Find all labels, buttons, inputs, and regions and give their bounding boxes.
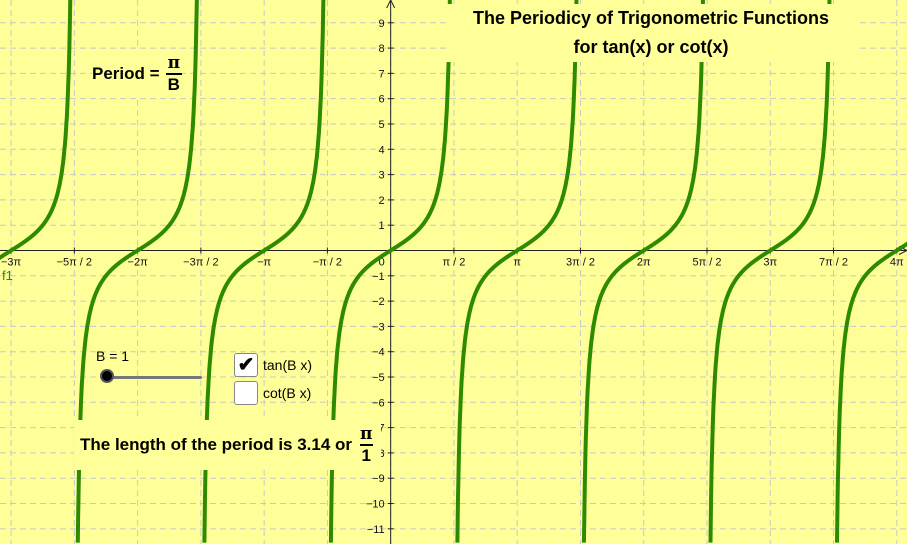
checkbox-cot-label: cot(B x) (263, 385, 312, 401)
y-tick-label: 1 (379, 220, 385, 232)
y-tick-label: −5 (372, 372, 385, 384)
tan-curve-branch (708, 0, 832, 543)
y-tick-label: 6 (379, 94, 385, 106)
function-f1-label: f1 (2, 268, 13, 283)
y-tick-label: 3 (379, 170, 385, 182)
period-fraction: π B (165, 53, 182, 95)
tan-curve-branch (0, 0, 73, 261)
x-tick-label: 2π (637, 256, 651, 268)
period-length-denominator: 1 (359, 444, 373, 465)
y-tick-label: 8 (379, 43, 385, 55)
period-length-numerator: π (360, 424, 373, 444)
x-tick-label: 3π / 2 (566, 256, 595, 268)
period-length-sentence: The length of the period is 3.14 or (80, 435, 353, 454)
slider-b-track[interactable] (108, 376, 202, 379)
y-tick-label: −11 (367, 524, 385, 536)
title-line-2: for tan(x) or cot(x) (573, 37, 729, 57)
period-length-text: The length of the period is 3.14 or π 1 (74, 420, 381, 470)
y-tick-label: −4 (372, 347, 385, 359)
x-tick-label: 7π / 2 (819, 256, 848, 268)
tan-curve-branch (835, 241, 907, 543)
y-tick-label: 7 (379, 68, 385, 80)
x-tick-label: π (513, 256, 521, 268)
x-tick-label: −5π / 2 (57, 256, 92, 268)
checkbox-cot[interactable] (234, 381, 258, 405)
x-tick-label: −3π (1, 256, 22, 268)
y-tick-label: 9 (379, 18, 385, 30)
period-numerator: π (167, 53, 181, 73)
y-tick-label: −9 (372, 473, 385, 485)
tan-curve-branch (581, 0, 705, 543)
slider-b-label: B = 1 (96, 348, 130, 364)
x-tick-label: 0 (379, 256, 385, 268)
tan-curve-branch (328, 0, 452, 543)
x-tick-label: −2π (128, 256, 149, 268)
y-tick-label: 2 (379, 195, 385, 207)
y-tick-label: −10 (366, 499, 385, 511)
tan-curve-branch (75, 0, 199, 543)
slider-b-handle[interactable] (100, 369, 114, 383)
y-tick-label: −2 (372, 296, 385, 308)
y-tick-label: −6 (372, 397, 385, 409)
tan-curve-branch (455, 0, 579, 543)
x-tick-label: π / 2 (442, 256, 465, 268)
x-tick-label: 5π / 2 (692, 256, 721, 268)
checkbox-tan[interactable]: ✔ (234, 353, 258, 377)
title-text: The Periodicy of Trigonometric Functions… (446, 4, 856, 62)
y-tick-label: −1 (372, 271, 385, 283)
period-length-fraction: π 1 (358, 424, 374, 466)
y-tick-label: −3 (372, 321, 385, 333)
period-formula: Period = π B (92, 50, 183, 98)
x-tick-labels: −3π −5π / 2 −2π −3π / 2 −π −π / 2 0 π / 2 π 3π / … (1, 247, 904, 268)
checkbox-cot-row[interactable]: cot(B x) (234, 381, 311, 405)
tan-curve-branch (202, 0, 326, 543)
x-tick-label: −3π / 2 (183, 256, 218, 268)
y-tick-label: 4 (379, 144, 385, 156)
period-denominator: B (165, 73, 182, 94)
x-tick-label: 4π (890, 256, 904, 268)
checkbox-tan-label: tan(B x) (263, 357, 313, 373)
y-axis-arrow (386, 0, 396, 9)
x-tick-label: −π (257, 256, 271, 268)
checkbox-tan-row[interactable]: ✔ tan(B x) (234, 353, 312, 377)
period-label: Period = (92, 64, 160, 83)
x-tick-label: −π / 2 (313, 256, 342, 268)
x-tick-label: 3π (763, 256, 777, 268)
title-line-1: The Periodicy of Trigonometric Functions (472, 8, 830, 28)
y-tick-label: 5 (379, 119, 385, 131)
